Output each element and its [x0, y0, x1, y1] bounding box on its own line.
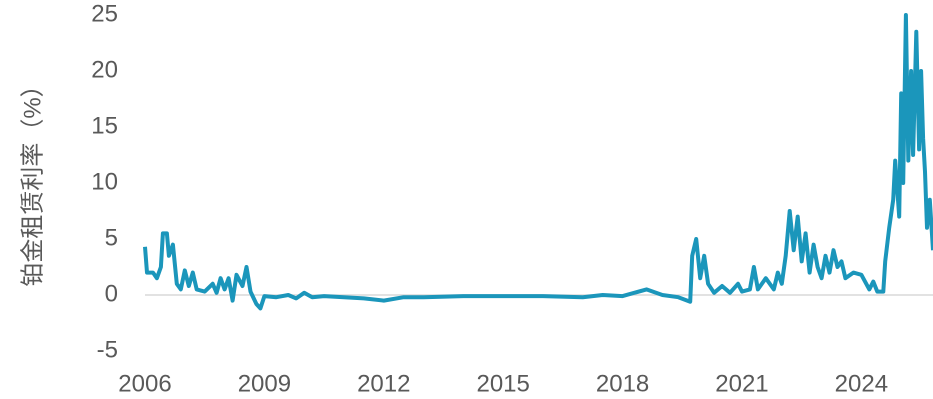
y-axis-label: 铂金租赁利率（%）	[19, 73, 46, 286]
y-tick-label: 5	[105, 224, 118, 251]
y-tick-label: 25	[91, 0, 118, 27]
x-tick-label: 2012	[357, 370, 410, 397]
x-tick-label: 2018	[596, 370, 649, 397]
y-tick-label: 20	[91, 56, 118, 83]
y-tick-label: 15	[91, 112, 118, 139]
y-tick-label: 10	[91, 168, 118, 195]
y-tick-label: 0	[105, 280, 118, 307]
x-tick-label: 2024	[835, 370, 888, 397]
data-line	[143, 13, 933, 311]
y-tick-label: -5	[97, 336, 118, 363]
x-tick-label: 2021	[715, 370, 768, 397]
x-tick-label: 2006	[118, 370, 171, 397]
x-tick-label: 2015	[476, 370, 529, 397]
x-tick-label: 2009	[238, 370, 291, 397]
